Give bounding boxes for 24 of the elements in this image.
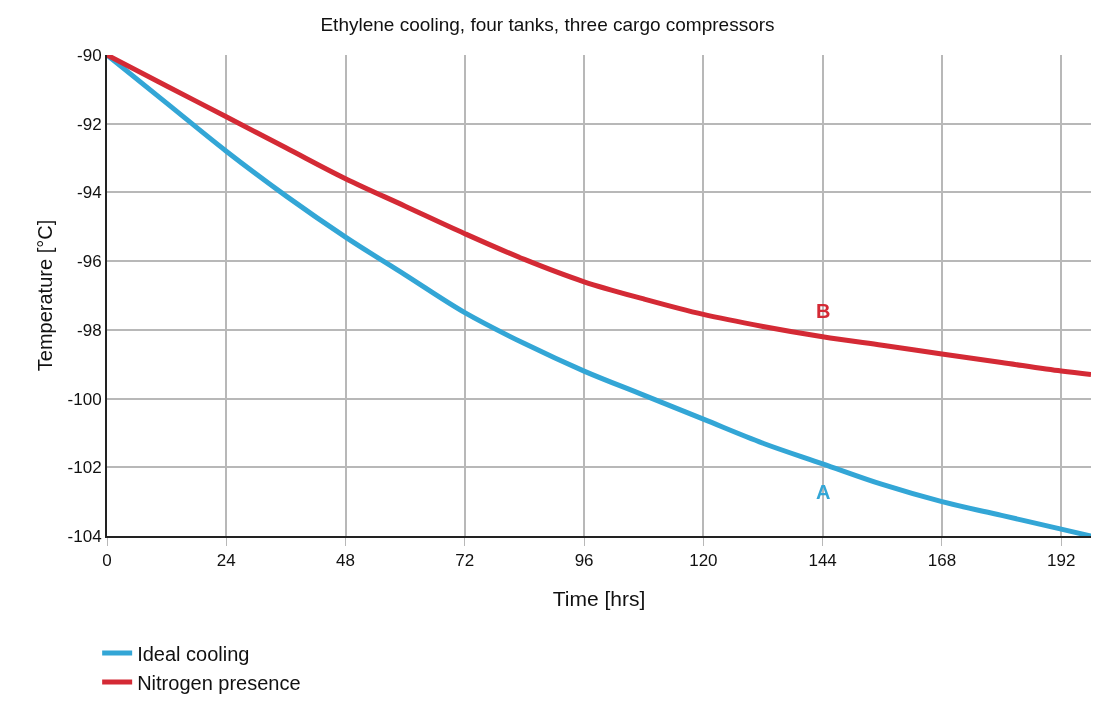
y-tick-label: -96	[77, 252, 102, 272]
y-tick-label: -102	[67, 458, 102, 478]
y-axis-title: Temperature [°C]	[33, 219, 56, 372]
x-tick-label: 48	[336, 551, 356, 571]
x-tick-label: 0	[102, 551, 112, 571]
annotation: A	[816, 481, 831, 503]
y-tick-label: -100	[67, 389, 102, 409]
x-tick-label: 168	[927, 551, 957, 571]
y-tick-label: -90	[77, 45, 102, 65]
y-tick-label: -98	[77, 320, 102, 340]
legend-label: Ideal cooling	[137, 642, 250, 665]
x-axis-title: Time [hrs]	[552, 587, 646, 611]
x-tick-label: 144	[808, 551, 837, 571]
x-tick-label: 120	[689, 551, 718, 571]
legend-label: Nitrogen presence	[137, 671, 301, 694]
y-tick-label: -104	[67, 526, 102, 546]
x-tick-label: 24	[216, 551, 236, 571]
x-tick-label: 96	[574, 551, 594, 571]
y-tick-label: -94	[77, 183, 102, 203]
chart-title: Ethylene cooling, four tanks, three cargo compressors	[320, 13, 775, 35]
annotation: B	[816, 300, 831, 322]
y-tick-label: -92	[77, 114, 102, 134]
x-tick-label: 72	[455, 551, 475, 571]
x-tick-label: 192	[1046, 551, 1076, 571]
